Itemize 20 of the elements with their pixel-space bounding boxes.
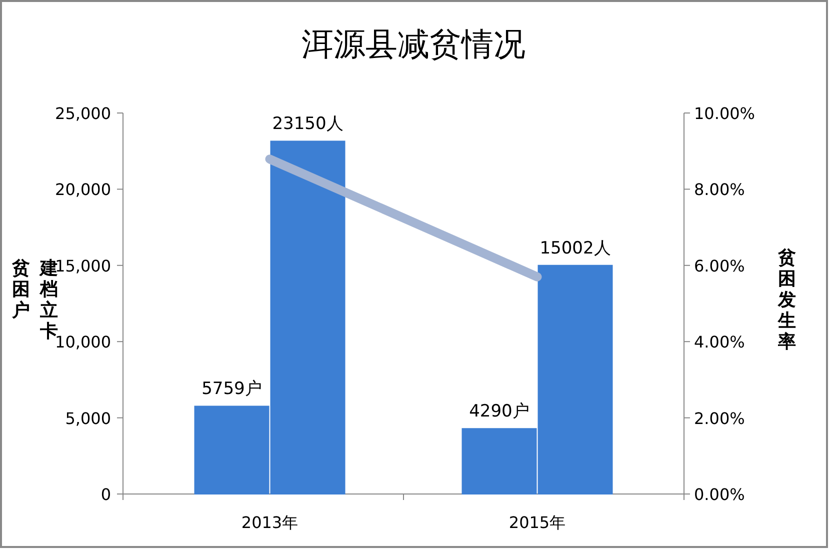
text: 建档立卡贫困户 bbox=[12, 258, 58, 342]
y-tick-label: 0 bbox=[100, 485, 111, 504]
y2-tick-label: 4.00% bbox=[694, 332, 745, 352]
y2-tick-label: 10.00% bbox=[694, 104, 756, 123]
x-tick-label: 2013年 bbox=[241, 513, 298, 532]
y2-tick-label: 6.00% bbox=[694, 256, 745, 276]
data-label: 5759户 bbox=[202, 379, 262, 400]
y-tick-label: 5,000 bbox=[65, 408, 111, 428]
y2-tick-label: 0.00% bbox=[694, 485, 745, 504]
data-label: 4290户 bbox=[469, 402, 530, 422]
x-tick-label: 2015年 bbox=[508, 513, 566, 532]
y-tick-label: 25,000 bbox=[55, 104, 111, 123]
y2-tick-label: 8.00% bbox=[694, 180, 745, 200]
data-label: 15002人 bbox=[540, 238, 611, 258]
y2-axis-title: 贫困发生率 bbox=[777, 248, 796, 352]
chart-title: 洱源县减贫情况 bbox=[302, 25, 526, 63]
y2-tick-label: 2.00% bbox=[694, 408, 745, 428]
y-tick-label: 10,000 bbox=[55, 332, 111, 352]
y-tick-label: 20,000 bbox=[55, 180, 111, 200]
data-label: 23150人 bbox=[272, 114, 344, 134]
